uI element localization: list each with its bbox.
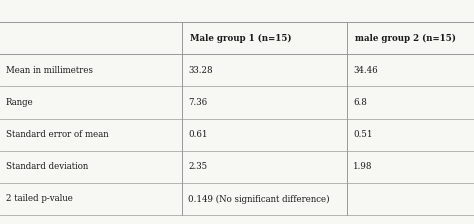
Text: male group 2 (n=15): male group 2 (n=15)	[355, 34, 456, 43]
Text: 0.61: 0.61	[188, 130, 208, 139]
Text: Standard deviation: Standard deviation	[6, 162, 88, 171]
Bar	[0, 22, 474, 54]
Text: 6.8: 6.8	[353, 98, 367, 107]
Text: Male group 1 (n=15): Male group 1 (n=15)	[190, 34, 291, 43]
Text: 2 tailed p-value: 2 tailed p-value	[6, 194, 73, 203]
Text: 0.51: 0.51	[353, 130, 373, 139]
Text: Range: Range	[6, 98, 34, 107]
Text: 0.149 (No significant difference): 0.149 (No significant difference)	[188, 194, 330, 204]
Text: Mean in millimetres: Mean in millimetres	[6, 66, 93, 75]
Text: Standard error of mean: Standard error of mean	[6, 130, 109, 139]
Text: 1.98: 1.98	[353, 162, 373, 171]
Text: 33.28: 33.28	[188, 66, 213, 75]
Text: 7.36: 7.36	[188, 98, 207, 107]
Text: 34.46: 34.46	[353, 66, 378, 75]
Text: 2.35: 2.35	[188, 162, 207, 171]
